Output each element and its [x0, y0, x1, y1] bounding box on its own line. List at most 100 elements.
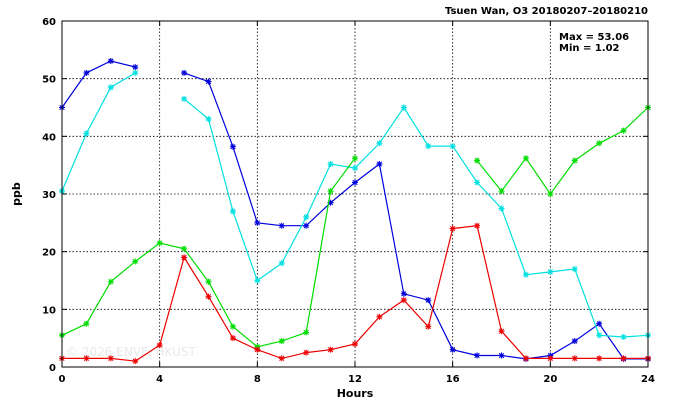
data-point [522, 271, 529, 278]
y-tick-label: 0 [49, 363, 56, 374]
y-tick-label: 40 [42, 132, 56, 143]
data-point [205, 278, 212, 285]
x-tick-label: 12 [348, 374, 362, 385]
y-tick-label: 20 [42, 248, 56, 259]
x-axis-title: Hours [337, 387, 374, 400]
data-point [376, 313, 383, 320]
data-point [181, 69, 188, 76]
x-tick-label: 24 [641, 374, 655, 385]
data-point [181, 254, 188, 261]
x-tick-label: 16 [446, 374, 460, 385]
data-point [303, 329, 310, 336]
chart-title: Tsuen Wan, O3 20180207–20180210 [445, 6, 648, 17]
data-point [449, 225, 456, 232]
max-label: Max = 53.06 [559, 32, 629, 43]
y-tick-label: 30 [42, 190, 56, 201]
data-point [83, 320, 90, 327]
data-point [400, 104, 407, 111]
data-point [229, 335, 236, 342]
x-tick-label: 4 [156, 374, 163, 385]
y-axis-title: ppb [10, 182, 23, 206]
data-point [522, 355, 529, 362]
x-tick-label: 8 [254, 374, 261, 385]
data-point [83, 130, 90, 137]
data-point [449, 346, 456, 353]
data-point [278, 338, 285, 345]
data-point [352, 165, 358, 172]
data-point [83, 69, 90, 76]
data-point [474, 222, 481, 229]
data-point [474, 179, 481, 186]
data-point [498, 188, 505, 195]
data-point [254, 346, 261, 353]
min-label: Min = 1.02 [559, 43, 620, 54]
data-point [303, 214, 310, 221]
data-point [547, 191, 554, 197]
y-tick-label: 10 [42, 305, 56, 316]
data-point [425, 323, 432, 330]
data-point [107, 84, 114, 91]
data-point [83, 355, 90, 362]
data-point [156, 342, 163, 349]
data-point [596, 140, 603, 147]
data-point [132, 64, 139, 71]
data-point [132, 69, 139, 76]
data-point [376, 140, 383, 147]
data-point [498, 205, 505, 212]
data-point [596, 355, 603, 362]
data-point [352, 155, 358, 162]
series-line [61, 72, 136, 192]
y-tick-label: 60 [42, 17, 56, 28]
data-point [571, 157, 578, 164]
data-point [254, 277, 261, 284]
series-line [61, 60, 136, 108]
series-4 [59, 222, 651, 365]
x-tick-label: 0 [59, 374, 66, 385]
series-line [183, 98, 649, 338]
watermark-layer: © 2026 ENVF, HKUST [66, 345, 196, 359]
data-point [449, 143, 456, 150]
data-point [205, 293, 212, 300]
x-tick-label: 20 [543, 374, 557, 385]
data-point [205, 78, 212, 85]
data-point [620, 355, 627, 362]
data-point [400, 290, 407, 297]
data-point [327, 346, 334, 353]
data-point [229, 208, 236, 215]
data-point [327, 161, 334, 168]
data-point [132, 258, 139, 265]
data-point [498, 328, 505, 335]
data-point [571, 355, 578, 362]
data-point [205, 116, 212, 123]
data-point [327, 188, 334, 195]
data-point [352, 340, 358, 347]
data-point [522, 155, 529, 162]
data-point [425, 297, 432, 304]
data-point [254, 219, 261, 226]
data-point [107, 58, 114, 65]
watermark: © 2026 ENVF, HKUST [66, 345, 196, 359]
data-point [474, 352, 481, 359]
axis-ticks: 0 4 8 12 16 20 24 0 10 20 30 40 50 60 [42, 17, 655, 385]
data-point [571, 265, 578, 272]
data-point [571, 338, 578, 345]
series-2 [59, 69, 651, 341]
data-point [303, 222, 310, 229]
data-point [596, 320, 603, 327]
data-point [547, 268, 554, 275]
data-point [352, 179, 358, 186]
data-point [107, 278, 114, 285]
data-point [229, 323, 236, 330]
data-point [156, 240, 163, 247]
data-point [107, 355, 114, 362]
data-point [400, 297, 407, 304]
data-point [181, 95, 188, 102]
data-point [278, 355, 285, 362]
series-layer [59, 58, 651, 365]
data-point [181, 245, 188, 252]
series-3 [59, 104, 651, 350]
data-point [132, 358, 139, 365]
data-point [376, 161, 383, 168]
data-point [596, 332, 603, 339]
